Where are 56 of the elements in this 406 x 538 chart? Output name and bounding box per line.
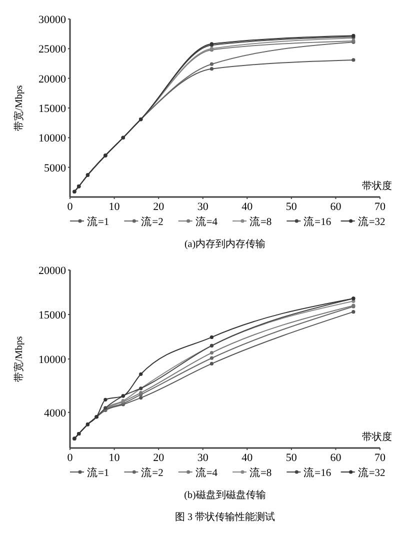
legend-label: 流=1 [87, 215, 110, 228]
x-tick-label: 30 [197, 452, 209, 464]
y-tick-label: 10000 [38, 132, 66, 145]
point [352, 58, 356, 62]
x-tick-label: 10 [108, 201, 120, 213]
y-tick-label: 25000 [38, 44, 66, 56]
x-axis-title: 带状度 [362, 180, 392, 192]
x-tick-label: 50 [286, 452, 298, 464]
y-tick-label: 10000 [38, 354, 66, 366]
x-tick-label: 0 [67, 452, 74, 464]
y-tick-label: 15000 [38, 103, 66, 115]
x-tick-label: 30 [197, 201, 209, 213]
point [139, 396, 143, 400]
y-axis-title: 带宽/Mbps [13, 85, 25, 131]
y-axis-title: 带宽/Mbps [13, 336, 25, 382]
point [210, 362, 214, 366]
legend-label: 流=32 [358, 215, 386, 228]
y-tick-label: 4000 [44, 407, 66, 420]
x-tick-label: 70 [374, 452, 386, 464]
caption: 图 3 带状传输性能测试 [175, 511, 275, 523]
x-tick-label: 10 [108, 452, 120, 464]
x-tick-label: 20 [153, 201, 165, 213]
y-tick-label: 20000 [38, 265, 66, 277]
x-tick-label: 40 [242, 201, 254, 213]
point [104, 398, 108, 402]
legend-label: 流=1 [87, 466, 110, 479]
x-axis-title: 带状度 [362, 431, 392, 443]
legend-label: 流=4 [195, 466, 218, 479]
point [210, 356, 214, 360]
legend-label: 流=2 [141, 466, 164, 479]
legend-label: 流=32 [358, 466, 386, 479]
point [210, 335, 214, 339]
y-tick-label: 5000 [44, 162, 66, 174]
text: (a)内存到内存传输 [184, 238, 266, 250]
x-tick-label: 0 [67, 201, 74, 213]
x-tick-label: 40 [242, 452, 254, 464]
x-tick-label: 20 [153, 452, 165, 464]
x-tick-label: 60 [330, 201, 342, 213]
legend-label: 流=4 [195, 215, 218, 228]
legend-label: 流=8 [250, 466, 272, 479]
x-tick-label: 70 [374, 201, 386, 213]
x-tick-label: 50 [286, 201, 298, 213]
point [210, 67, 214, 71]
point [210, 62, 214, 66]
y-tick-label: 20000 [38, 73, 66, 86]
legend-label: 流=8 [250, 215, 272, 228]
y-tick-label: 15000 [38, 310, 66, 322]
legend-label: 流=2 [141, 215, 164, 228]
point [139, 372, 143, 376]
text: (b)磁盘到磁盘传输 [184, 489, 266, 501]
point [210, 350, 214, 355]
point [352, 310, 356, 314]
legend-label: 流=16 [304, 215, 332, 228]
x-tick-label: 60 [330, 452, 342, 464]
legend-label: 流=16 [304, 466, 332, 479]
y-tick-label: 30000 [38, 14, 66, 26]
